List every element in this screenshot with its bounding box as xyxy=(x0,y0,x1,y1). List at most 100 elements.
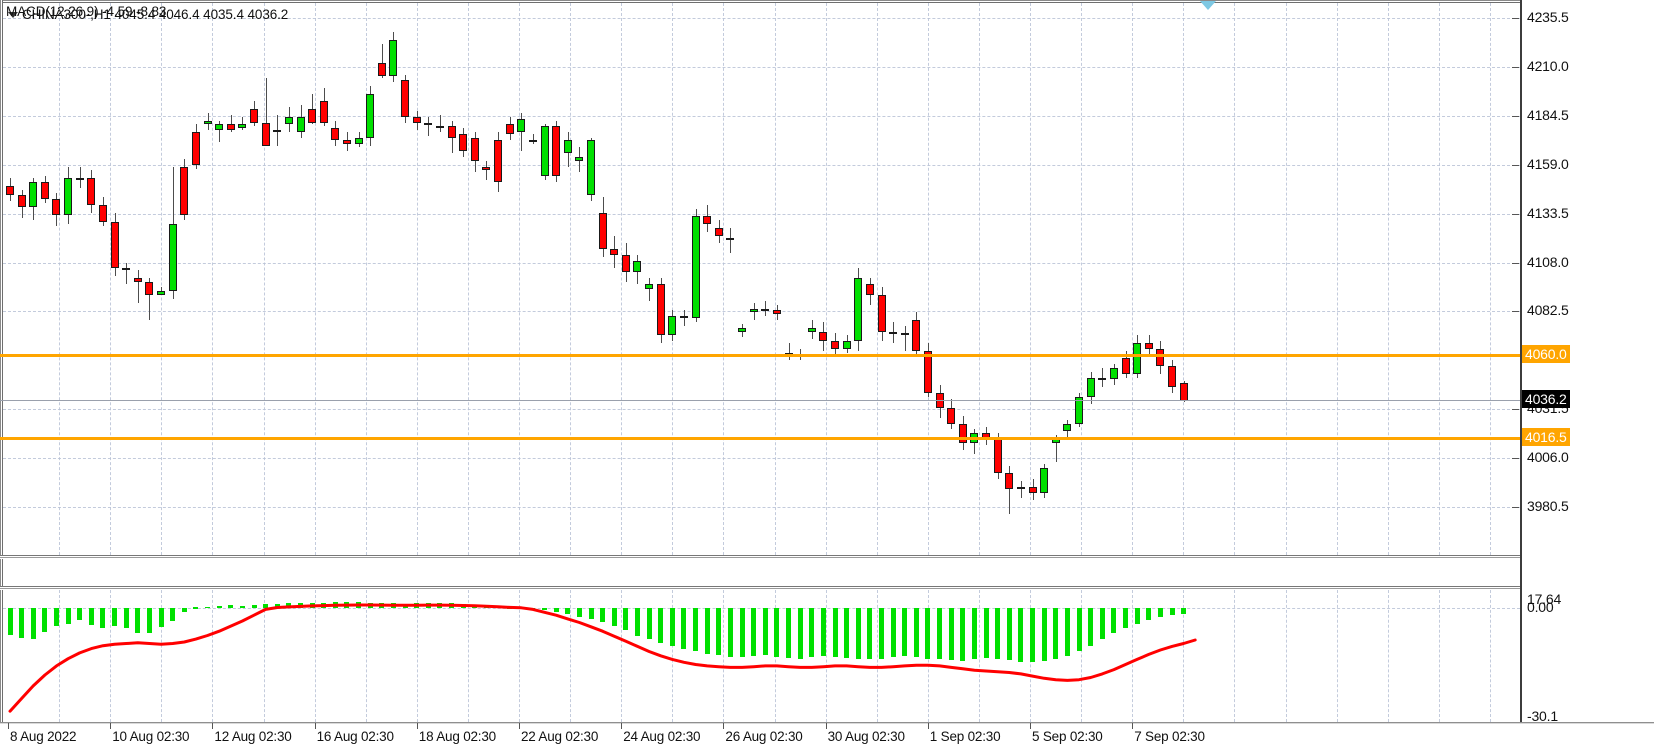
macd-histogram-bar xyxy=(542,608,548,611)
candle-body xyxy=(1168,366,1176,388)
macd-histogram-bar xyxy=(1123,608,1129,629)
macd-histogram-bar xyxy=(600,608,606,623)
candle-body xyxy=(621,254,630,273)
time-gridline xyxy=(519,3,520,555)
macd-histogram-bar xyxy=(146,608,152,633)
candle-body xyxy=(633,260,642,273)
macd-histogram-bar xyxy=(890,608,896,658)
macd-histogram-bar xyxy=(995,608,1001,659)
candle-body xyxy=(250,109,259,123)
macd-histogram-bar xyxy=(1018,608,1024,662)
macd-histogram-bar xyxy=(925,608,931,659)
price-level-line-support[interactable] xyxy=(0,436,1520,440)
time-axis[interactable] xyxy=(0,723,1654,754)
time-gridline xyxy=(621,3,623,555)
candle-body xyxy=(1005,473,1014,489)
price-chart-pane[interactable] xyxy=(3,3,1520,555)
macd-histogram-bar xyxy=(844,608,850,658)
time-axis-line xyxy=(0,722,1654,724)
candle-wick xyxy=(149,277,151,321)
candle-body xyxy=(1086,377,1095,397)
candle-body xyxy=(470,137,479,161)
time-axis-tick xyxy=(621,723,623,729)
macd-signal-line xyxy=(8,603,1197,713)
candle-wick xyxy=(1055,435,1057,462)
time-gridline-minor xyxy=(1183,590,1185,722)
macd-histogram-bar xyxy=(774,608,780,657)
candle-wick xyxy=(242,116,244,131)
macd-histogram-bar xyxy=(704,608,710,654)
triangle-down-icon[interactable] xyxy=(8,12,18,18)
macd-histogram-bar xyxy=(228,605,234,608)
price-gridline xyxy=(3,66,1520,68)
price-axis-label: 4108.0 xyxy=(1527,253,1569,270)
time-axis-label: 16 Aug 02:30 xyxy=(316,729,394,744)
macd-histogram-bar xyxy=(576,608,582,617)
candle-body xyxy=(377,63,386,77)
time-gridline-minor xyxy=(1081,590,1083,722)
price-level-tag-support[interactable]: 4016.5 xyxy=(1522,427,1570,446)
macd-histogram-bar xyxy=(1030,608,1036,663)
candle-body xyxy=(761,308,770,311)
macd-histogram-bar xyxy=(112,608,118,627)
candle-wick xyxy=(79,166,81,188)
candle-body xyxy=(331,128,340,140)
candle-body xyxy=(389,40,398,77)
time-axis-tick xyxy=(314,723,316,729)
macd-histogram-bar xyxy=(960,608,966,661)
macd-histogram-bar xyxy=(53,608,59,627)
time-gridline xyxy=(723,3,725,555)
price-axis-tick xyxy=(1512,507,1519,508)
price-level-line-resistance[interactable] xyxy=(0,353,1520,357)
time-gridline-minor xyxy=(1285,3,1287,555)
time-gridline xyxy=(212,3,214,555)
candle-body xyxy=(203,120,212,125)
macd-histogram-bar xyxy=(193,607,199,609)
candle-body xyxy=(342,139,351,144)
macd-histogram-bar xyxy=(1181,608,1187,614)
macd-histogram-bar xyxy=(751,608,757,656)
price-axis-tick xyxy=(1512,66,1519,68)
price-gridline xyxy=(3,409,1520,411)
candle-body xyxy=(319,101,328,123)
time-gridline xyxy=(1132,3,1134,555)
macd-histogram-bar xyxy=(809,608,815,658)
candle-wick xyxy=(265,78,267,136)
time-gridline-minor xyxy=(570,3,572,555)
macd-histogram-bar xyxy=(205,606,211,609)
time-axis-label: 26 Aug 02:30 xyxy=(725,729,803,744)
candle-body xyxy=(1144,343,1153,349)
time-axis-label: 22 Aug 02:30 xyxy=(521,729,599,744)
macd-histogram-bar xyxy=(7,608,13,636)
price-axis-tick xyxy=(1512,262,1519,264)
candle-wick xyxy=(904,325,906,351)
candle-body xyxy=(714,227,723,236)
macd-histogram-bar xyxy=(855,608,861,659)
candle-body xyxy=(749,308,758,313)
time-gridline xyxy=(927,3,929,555)
time-gridline xyxy=(1132,590,1134,722)
candle-body xyxy=(87,178,96,205)
price-gridline xyxy=(3,213,1520,215)
macd-histogram-bar xyxy=(762,608,768,656)
candle-body xyxy=(923,350,932,393)
candle-body xyxy=(842,341,851,349)
candle-body xyxy=(133,277,142,282)
candle-body xyxy=(482,166,491,171)
time-gridline xyxy=(825,3,827,555)
macd-histogram-bar xyxy=(948,608,954,661)
triangle-down-marker-icon[interactable] xyxy=(1200,1,1216,10)
price-level-tag-resistance[interactable]: 4060.0 xyxy=(1522,344,1570,363)
macd-histogram-bar xyxy=(239,606,245,608)
price-axis-tick xyxy=(1512,115,1519,117)
candle-body xyxy=(831,341,840,349)
macd-indicator-pane[interactable] xyxy=(3,590,1520,723)
candle-body xyxy=(412,116,421,123)
time-gridline xyxy=(416,590,418,722)
time-gridline xyxy=(1336,3,1338,555)
macd-histogram-bar xyxy=(832,608,838,657)
macd-histogram-bar xyxy=(658,608,664,643)
time-axis-label: 8 Aug 2022 xyxy=(10,729,77,744)
time-gridline xyxy=(519,590,520,722)
macd-histogram-bar xyxy=(983,608,989,658)
